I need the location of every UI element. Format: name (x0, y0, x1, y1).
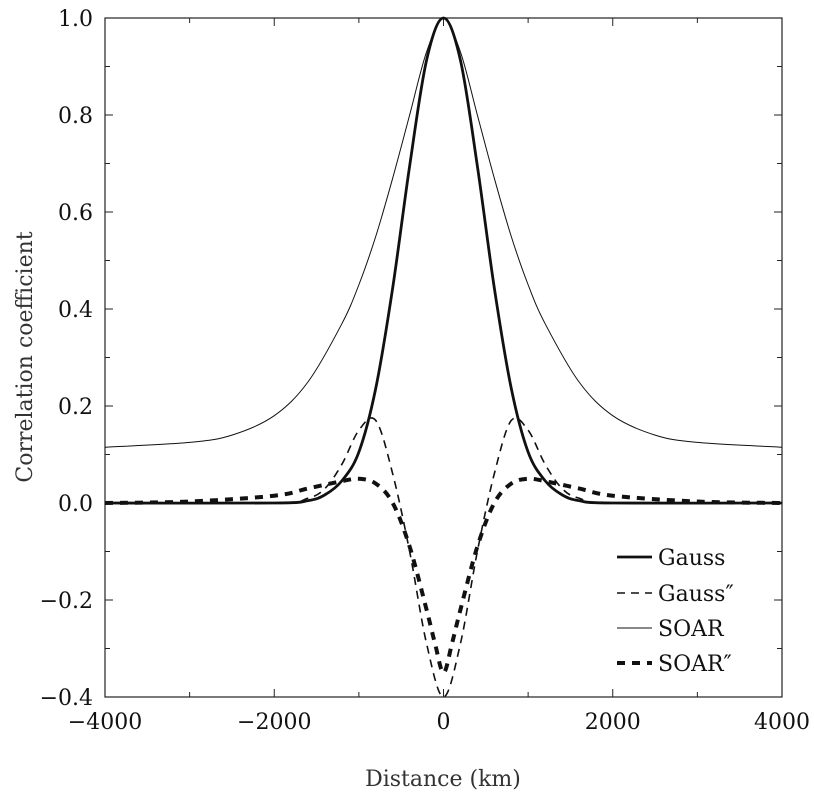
y-tick-label: 0.8 (58, 104, 93, 129)
legend: Gauss Gauss″ SOAR SOAR″ (617, 546, 734, 677)
legend-label-gauss: Gauss (658, 546, 725, 571)
legend-label-gauss-second-derivative: Gauss″ (658, 582, 734, 607)
x-tick-label: −4000 (68, 710, 142, 735)
y-tick-label: 0.4 (58, 298, 93, 323)
x-tick-label: 4000 (754, 710, 810, 735)
legend-label-soar: SOAR (658, 617, 725, 642)
series-lines (104, 16, 783, 698)
x-axis-title: Distance (km) (365, 767, 521, 792)
y-tick-label: 0.6 (58, 201, 93, 226)
x-tick-label: 0 (437, 710, 451, 735)
series-line-soar (104, 17, 783, 448)
tick-labels: −4000 −2000 0 2000 4000 −0.4 −0.2 0.0 0.2 0.4 0.6 0… (40, 7, 810, 735)
y-tick-label: 0.2 (58, 395, 93, 420)
x-tick-label: 2000 (585, 710, 641, 735)
series-line-gauss (104, 16, 783, 505)
tick-marks (104, 17, 783, 698)
y-tick-label: 1.0 (58, 7, 93, 32)
y-tick-label: −0.4 (40, 686, 93, 711)
y-tick-label: 0.0 (58, 492, 93, 517)
y-axis-title: Correlation coefficient (13, 231, 38, 482)
legend-label-soar-second-derivative: SOAR″ (658, 652, 732, 677)
y-tick-label: −0.2 (40, 589, 93, 614)
x-tick-label: −2000 (237, 710, 311, 735)
series-line-soar-second-derivative (104, 476, 783, 675)
